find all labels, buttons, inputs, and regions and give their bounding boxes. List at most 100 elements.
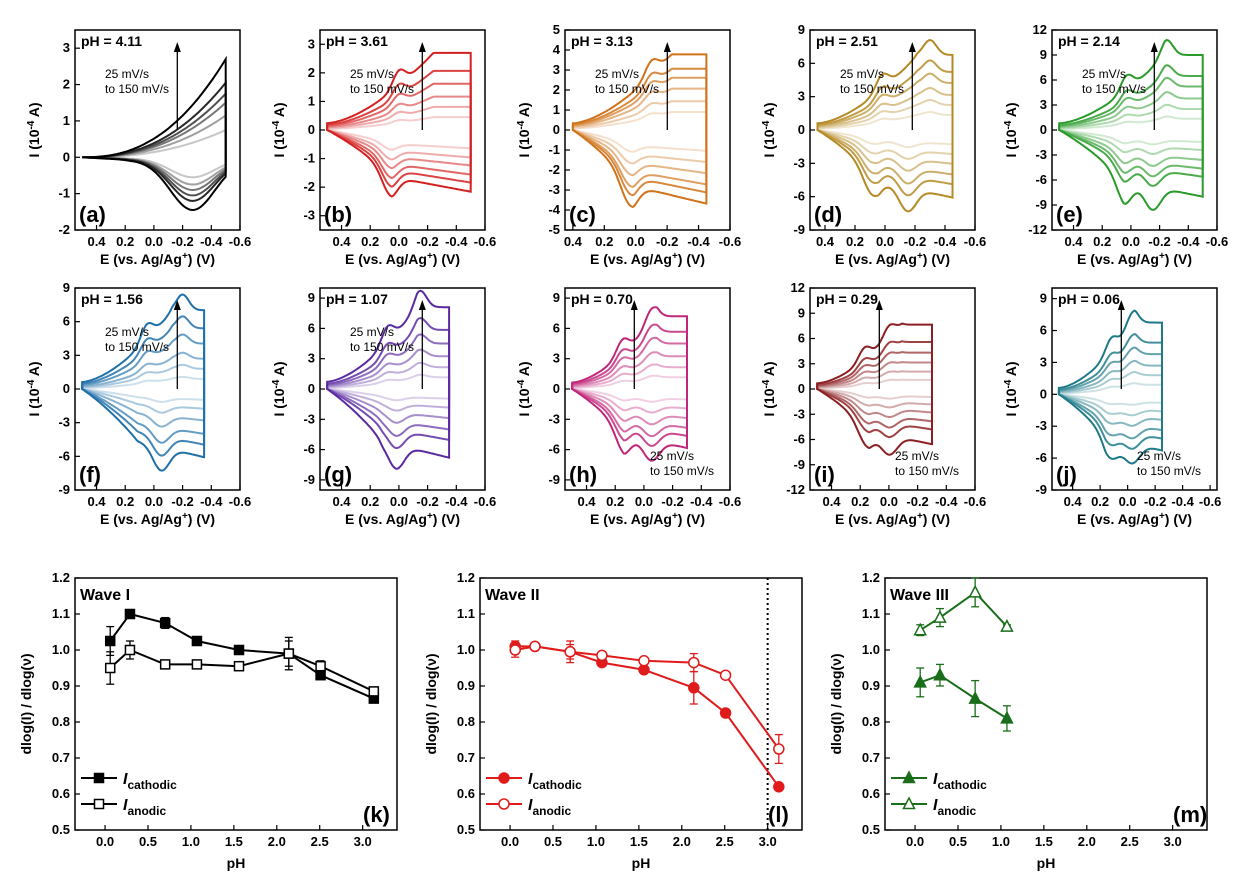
y-tick-label: -3 bbox=[548, 411, 560, 426]
x-tick-label: 0.0 bbox=[627, 234, 645, 249]
y-axis-label: I (10-4 A) bbox=[1003, 361, 1019, 416]
cv-curve bbox=[82, 55, 227, 212]
y-tick-label: -3 bbox=[1035, 418, 1047, 433]
plot-frame bbox=[319, 287, 486, 491]
data-point bbox=[564, 646, 576, 658]
panel-label: (g) bbox=[324, 462, 352, 487]
ph-label: pH = 3.61 bbox=[326, 33, 388, 49]
ph-label: pH = 0.06 bbox=[1058, 291, 1120, 307]
x-tick-label: 0.2 bbox=[606, 494, 624, 509]
x-tick-label: -0.4 bbox=[1171, 494, 1194, 509]
cv-panel-b: 0.4 0.2 0.0 -0.2 -0.4 -0.6 -3 -2 -1 0 1 2 3 pH = 3.61… bbox=[271, 29, 496, 267]
y-tick-label: 6 bbox=[798, 55, 805, 70]
x-tick-label: 0.0 bbox=[390, 234, 408, 249]
y-tick-label: 9 bbox=[63, 280, 70, 295]
data-point bbox=[191, 635, 203, 647]
y-axis-label: I (10-4 A) bbox=[761, 361, 777, 416]
data-point bbox=[719, 669, 732, 681]
x-tick-label: -0.2 bbox=[661, 494, 683, 509]
scan-rate-note: to 150 mV/s bbox=[595, 82, 659, 96]
y-tick-label: -9 bbox=[1035, 482, 1047, 497]
y-tick-label: 3 bbox=[1040, 97, 1047, 112]
arrow-head bbox=[908, 42, 916, 52]
data-point bbox=[773, 781, 785, 793]
y-tick-label: 1.0 bbox=[457, 642, 475, 657]
y-tick-label: 0 bbox=[63, 149, 70, 164]
y-tick-label: 1 bbox=[308, 93, 315, 108]
x-tick-label: 1.0 bbox=[587, 834, 605, 849]
y-axis-label: I (10-4 A) bbox=[271, 102, 287, 157]
x-tick-label: 2.5 bbox=[716, 834, 734, 849]
ph-panel-l: 0.0 0.5 1.0 1.5 2.0 2.5 3.0 0.5 0.6 0.7 0.8 0.9 1.0 1… bbox=[423, 570, 803, 871]
x-tick-label: 0.2 bbox=[846, 234, 864, 249]
panel-label: (l) bbox=[768, 802, 789, 827]
x-tick-label: 0.4 bbox=[822, 494, 841, 509]
ph-panel-k: 0.0 0.5 1.0 1.5 2.0 2.5 3.0 0.5 0.6 0.7 0.8 0.9 1.0 1… bbox=[18, 570, 398, 871]
y-tick-label: 0 bbox=[553, 381, 560, 396]
y-tick-label: -6 bbox=[1035, 450, 1047, 465]
y-tick-label: 3 bbox=[798, 89, 805, 104]
y-tick-label: 9 bbox=[553, 290, 560, 305]
scan-rate-note: 25 mV/s bbox=[350, 67, 394, 81]
x-tick-label: 0.2 bbox=[361, 234, 379, 249]
x-axis-label: E (vs. Ag/Ag+) (V) bbox=[835, 511, 950, 527]
plot-frame bbox=[1051, 29, 1218, 231]
scan-rate-note: 25 mV/s bbox=[650, 449, 694, 463]
legend-label: Ianodic bbox=[528, 797, 571, 818]
y-tick-label: 9 bbox=[798, 305, 805, 320]
x-tick-label: -0.6 bbox=[719, 494, 741, 509]
y-tick-label: 6 bbox=[553, 320, 560, 335]
data-point bbox=[315, 660, 326, 672]
y-tick-label: -6 bbox=[58, 448, 70, 463]
arrow-head bbox=[1117, 300, 1125, 310]
y-tick-label: -3 bbox=[793, 406, 805, 421]
ph-label: pH = 3.13 bbox=[571, 33, 633, 49]
cv-curve bbox=[81, 363, 206, 414]
x-axis-label: E (vs. Ag/Ag+) (V) bbox=[590, 511, 705, 527]
legend-label: Ianodic bbox=[933, 797, 976, 818]
cv-curve bbox=[1057, 309, 1163, 465]
cv-curve bbox=[326, 289, 451, 470]
y-tick-label: -2 bbox=[548, 162, 560, 177]
x-tick-label: 0.0 bbox=[145, 494, 163, 509]
cv-panel-f: 0.4 0.2 0.0 -0.2 -0.4 -0.6 -9 -6 -3 0 3 6 9 pH = 1.56… bbox=[26, 280, 251, 527]
plot-frame bbox=[319, 29, 486, 231]
y-tick-label: 0.6 bbox=[862, 786, 880, 801]
scan-rate-note: 25 mV/s bbox=[1137, 449, 1181, 463]
x-tick-label: -0.2 bbox=[904, 234, 926, 249]
x-tick-label: 0.4 bbox=[1064, 494, 1083, 509]
x-axis-label: pH bbox=[227, 855, 246, 871]
ph-label: pH = 4.11 bbox=[81, 33, 142, 49]
x-tick-label: 0.2 bbox=[1091, 494, 1109, 509]
x-tick-label: -0.6 bbox=[1206, 234, 1228, 249]
scan-rate-note: 25 mV/s bbox=[105, 325, 149, 339]
y-tick-label: 4 bbox=[553, 42, 561, 57]
y-tick-label: 3 bbox=[308, 36, 315, 51]
x-tick-label: 2.0 bbox=[673, 834, 691, 849]
y-tick-label: -12 bbox=[786, 482, 805, 497]
x-tick-label: 0.0 bbox=[1119, 494, 1137, 509]
arrow-head bbox=[173, 300, 181, 310]
y-tick-label: 9 bbox=[1040, 47, 1047, 62]
data-point bbox=[368, 686, 380, 697]
y-axis-label: dlog(I) / dlog(ν) bbox=[423, 653, 439, 754]
x-tick-label: 0.2 bbox=[116, 494, 134, 509]
x-tick-label: 0.2 bbox=[1093, 234, 1111, 249]
y-tick-label: -4 bbox=[548, 202, 560, 217]
data-point bbox=[773, 743, 785, 755]
plot-frame bbox=[884, 577, 1208, 831]
y-tick-label: -9 bbox=[303, 472, 315, 487]
ph-label: pH = 2.51 bbox=[816, 33, 878, 49]
ph-label: pH = 0.29 bbox=[816, 291, 878, 307]
x-tick-label: 2.0 bbox=[268, 834, 286, 849]
cv-curve bbox=[1058, 38, 1204, 211]
scan-rate-note: to 150 mV/s bbox=[1137, 464, 1201, 478]
ph-label: pH = 1.07 bbox=[326, 291, 388, 307]
series-line bbox=[109, 612, 375, 700]
y-tick-label: 3 bbox=[63, 347, 70, 362]
x-tick-label: 2.0 bbox=[1078, 834, 1096, 849]
y-tick-label: -1 bbox=[548, 142, 560, 157]
y-axis-label: I (10-4 A) bbox=[271, 361, 287, 416]
panel-label: (e) bbox=[1056, 202, 1083, 227]
